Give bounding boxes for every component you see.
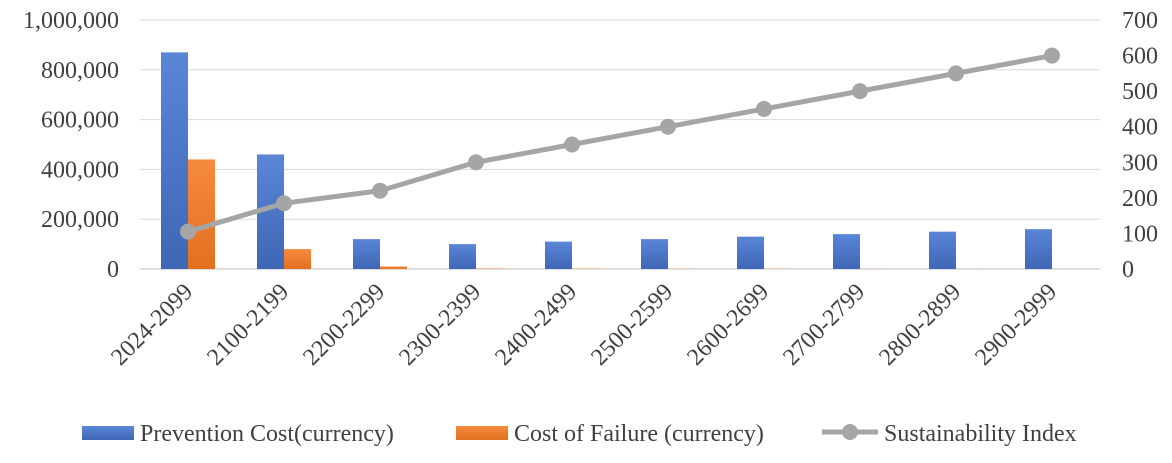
right-axis-tick-label: 500 bbox=[1122, 79, 1158, 105]
right-axis-ticks: 0 100 200 300 400 500 600 700 bbox=[1122, 8, 1158, 283]
left-axis-ticks: 0 200,000 400,000 600,000 800,000 1,000,000 bbox=[23, 8, 119, 283]
x-axis-tick-label: 2600-2699 bbox=[682, 279, 774, 371]
sustainability-index-point bbox=[276, 195, 292, 211]
x-axis-tick-label: 2100-2199 bbox=[202, 279, 294, 371]
sustainability-index-point bbox=[948, 65, 964, 81]
cost-of-failure-bar bbox=[380, 267, 407, 269]
x-axis-tick-label: 2300-2399 bbox=[394, 279, 486, 371]
prevention-cost-bar bbox=[833, 234, 860, 269]
legend-item-prevention-cost: Prevention Cost(currency) bbox=[82, 421, 394, 447]
prevention-cost-bar bbox=[641, 239, 668, 269]
sustainability-index-point bbox=[180, 224, 196, 240]
prevention-cost-bar bbox=[353, 239, 380, 269]
right-axis-tick-label: 300 bbox=[1122, 150, 1158, 176]
legend: Prevention Cost(currency) Cost of Failur… bbox=[82, 421, 1077, 447]
left-axis-tick-label: 600,000 bbox=[41, 108, 119, 134]
sustainability-index-point bbox=[564, 137, 580, 153]
sustainability-index-point bbox=[468, 154, 484, 170]
sustainability-index-point bbox=[756, 101, 772, 117]
legend-item-sustainability-index: Sustainability Index bbox=[822, 421, 1077, 447]
right-axis-tick-label: 400 bbox=[1122, 115, 1158, 141]
legend-label-sustainability-index: Sustainability Index bbox=[884, 421, 1077, 447]
right-axis-tick-label: 600 bbox=[1122, 44, 1158, 70]
prevention-cost-bar bbox=[449, 244, 476, 269]
prevention-cost-bar bbox=[1025, 229, 1052, 269]
legend-swatch-prevention-cost bbox=[82, 426, 134, 440]
prevention-cost-bar bbox=[737, 237, 764, 269]
bars bbox=[161, 52, 1079, 269]
prevention-cost-bar bbox=[545, 242, 572, 269]
legend-label-cost-of-failure: Cost of Failure (currency) bbox=[514, 421, 764, 447]
right-axis-tick-label: 200 bbox=[1122, 186, 1158, 212]
right-axis-tick-label: 0 bbox=[1122, 257, 1134, 283]
sustainability-index-point bbox=[852, 83, 868, 99]
left-axis-tick-label: 200,000 bbox=[41, 207, 119, 233]
right-axis-tick-label: 100 bbox=[1122, 221, 1158, 247]
legend-label-prevention-cost: Prevention Cost(currency) bbox=[140, 421, 394, 447]
left-axis-tick-label: 400,000 bbox=[41, 157, 119, 183]
legend-swatch-marker bbox=[842, 424, 858, 440]
left-axis-tick-label: 1,000,000 bbox=[23, 8, 119, 34]
left-axis-tick-label: 0 bbox=[107, 257, 119, 283]
legend-item-cost-of-failure: Cost of Failure (currency) bbox=[456, 421, 764, 447]
left-axis-tick-label: 800,000 bbox=[41, 58, 119, 84]
x-axis-tick-label: 2900-2999 bbox=[970, 279, 1062, 371]
cost-of-failure-bar bbox=[188, 159, 215, 269]
sustainability-index-point bbox=[372, 183, 388, 199]
sustainability-index-point bbox=[1044, 48, 1060, 64]
x-axis-tick-label: 2700-2799 bbox=[778, 279, 870, 371]
x-axis-tick-label: 2024-2099 bbox=[106, 279, 198, 371]
x-axis-tick-label: 2500-2599 bbox=[586, 279, 678, 371]
x-axis-tick-label: 2800-2899 bbox=[874, 279, 966, 371]
sustainability-index-point bbox=[660, 119, 676, 135]
right-axis-tick-label: 700 bbox=[1122, 8, 1158, 34]
legend-swatch-cost-of-failure bbox=[456, 426, 508, 440]
cost-of-failure-bar bbox=[284, 249, 311, 269]
x-axis-tick-label: 2200-2299 bbox=[298, 279, 390, 371]
x-axis-tick-label: 2400-2499 bbox=[490, 279, 582, 371]
prevention-cost-bar bbox=[929, 232, 956, 269]
sustainability-line bbox=[180, 48, 1060, 240]
sustainability-index-line bbox=[188, 56, 1052, 232]
